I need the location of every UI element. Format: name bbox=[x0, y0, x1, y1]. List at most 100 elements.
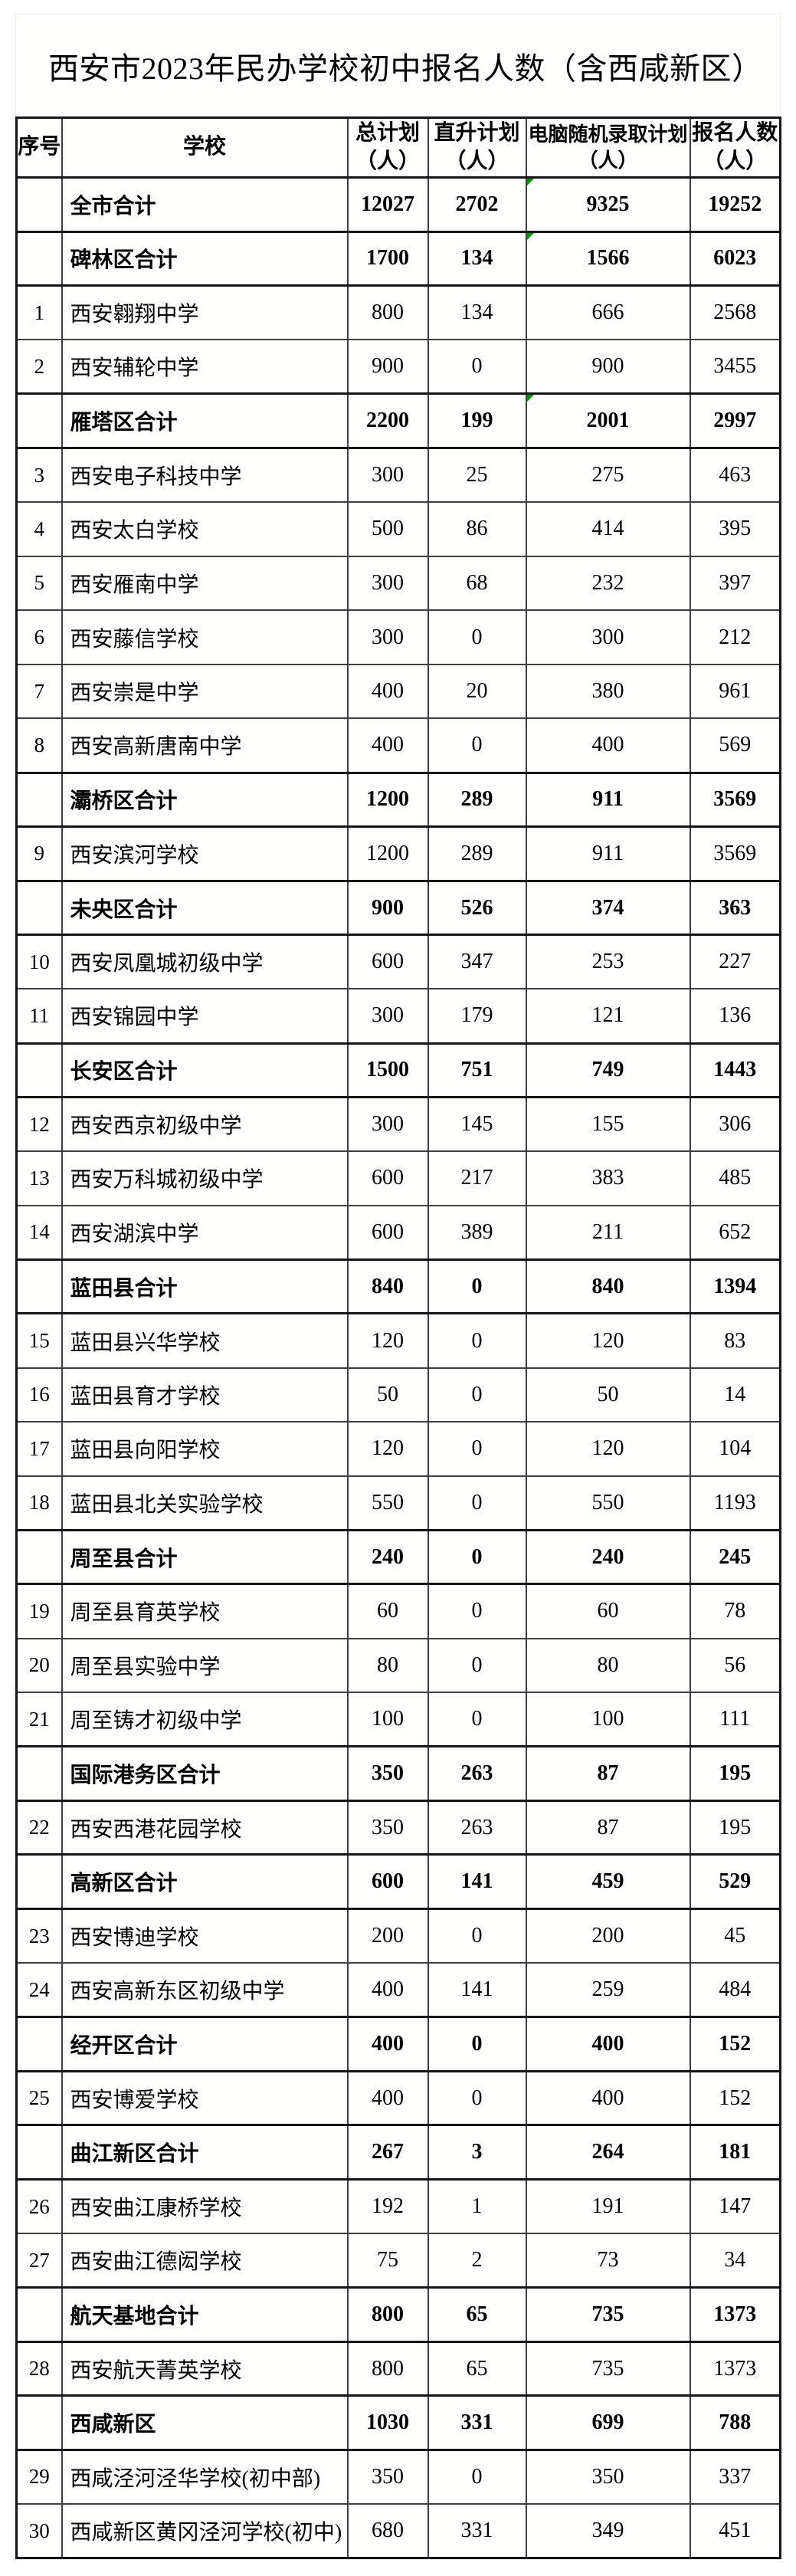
cell-value: 西咸新区 bbox=[70, 2413, 156, 2437]
cell-value: 1700 bbox=[366, 246, 409, 271]
cell-value: 397 bbox=[719, 570, 752, 595]
school-row: 20 周至县实验中学 80 0 80 56 bbox=[15, 1637, 781, 1694]
error-flag-triangle-icon bbox=[527, 234, 534, 240]
cell-value: 1 bbox=[34, 300, 45, 324]
index-cell: 2 bbox=[15, 339, 63, 395]
cell-value: 17 bbox=[28, 1436, 50, 1460]
index-cell bbox=[15, 2016, 63, 2072]
direct-plan-cell: 134 bbox=[427, 230, 527, 287]
school-cell: 西咸泾河泾华学校(初中部) bbox=[61, 2449, 349, 2505]
school-cell: 西安高新唐南中学 bbox=[61, 717, 349, 774]
cell-value: 840 bbox=[591, 1274, 624, 1298]
applicants-cell: 34 bbox=[689, 2233, 781, 2289]
cell-value: 569 bbox=[719, 733, 752, 757]
cell-value: 86 bbox=[466, 517, 488, 541]
school-cell: 未央区合计 bbox=[61, 879, 349, 937]
applicants-cell: 451 bbox=[689, 2503, 781, 2559]
index-cell: 12 bbox=[15, 1096, 63, 1153]
index-cell: 27 bbox=[15, 2233, 63, 2289]
region-total-row: 曲江新区合计 267 3 264 181 bbox=[15, 2124, 781, 2181]
cell-value: 蓝田县北关实验学校 bbox=[70, 1492, 264, 1517]
cell-value: 0 bbox=[471, 2464, 483, 2489]
cell-value: 289 bbox=[460, 841, 493, 865]
total-plan-cell: 840 bbox=[346, 1258, 429, 1315]
cell-value: 3455 bbox=[713, 354, 757, 379]
index-cell: 18 bbox=[15, 1475, 63, 1531]
school-cell: 西安湖滨中学 bbox=[61, 1204, 349, 1261]
computer-plan-cell: 60 bbox=[525, 1583, 691, 1639]
index-cell: 17 bbox=[15, 1421, 63, 1477]
cell-value: 0 bbox=[471, 1328, 483, 1353]
sheet-card: 西安市2023年民办学校初中报名人数（含西咸新区） 序号 学校 总计划 （人） … bbox=[15, 14, 781, 2561]
cell-value: 14 bbox=[724, 1382, 746, 1406]
school-cell: 曲江新区合计 bbox=[61, 2124, 349, 2181]
total-plan-cell: 100 bbox=[346, 1692, 429, 1747]
cell-value: 911 bbox=[592, 787, 624, 812]
direct-plan-cell: 0 bbox=[427, 1312, 527, 1369]
cell-value: 350 bbox=[372, 1761, 404, 1786]
cell-value: 68 bbox=[466, 570, 488, 595]
applicants-cell: 395 bbox=[689, 501, 781, 557]
applicants-cell: 1394 bbox=[689, 1258, 781, 1315]
cell-value: 152 bbox=[719, 2085, 752, 2110]
school-row: 14 西安湖滨中学 600 389 211 652 bbox=[15, 1204, 781, 1261]
index-cell: 20 bbox=[15, 1637, 63, 1694]
applicants-cell: 788 bbox=[689, 2394, 781, 2451]
cell-value: 65 bbox=[466, 2302, 488, 2326]
computer-plan-cell: 1566 bbox=[525, 230, 691, 287]
applicants-cell: 245 bbox=[689, 1528, 781, 1586]
cell-value: 1394 bbox=[713, 1274, 757, 1298]
cell-value: 121 bbox=[591, 1003, 624, 1028]
cell-value: 3569 bbox=[713, 787, 757, 812]
direct-plan-cell: 331 bbox=[427, 2394, 527, 2451]
total-plan-cell: 12027 bbox=[346, 176, 429, 233]
index-cell: 5 bbox=[15, 555, 63, 612]
computer-plan-cell: 350 bbox=[525, 2449, 691, 2505]
direct-plan-cell: 141 bbox=[427, 1962, 527, 2018]
school-cell: 西安西京初级中学 bbox=[61, 1096, 349, 1153]
cell-value: 10 bbox=[28, 950, 50, 973]
total-plan-cell: 500 bbox=[346, 501, 429, 557]
index-cell: 6 bbox=[15, 609, 63, 665]
computer-plan-cell: 120 bbox=[525, 1421, 691, 1477]
index-cell: 23 bbox=[15, 1908, 63, 1964]
region-total-row: 西咸新区 1030 331 699 788 bbox=[15, 2394, 781, 2451]
applicants-cell: 195 bbox=[689, 1800, 781, 1856]
direct-plan-cell: 179 bbox=[427, 988, 527, 1044]
cell-value: 23 bbox=[28, 1924, 50, 1948]
cell-value: 2997 bbox=[713, 409, 757, 433]
cell-value: 26 bbox=[28, 2194, 50, 2218]
school-row: 12 西安西京初级中学 300 145 155 306 bbox=[15, 1096, 781, 1153]
school-row: 5 西安雁南中学 300 68 232 397 bbox=[15, 555, 781, 612]
total-plan-cell: 80 bbox=[346, 1637, 429, 1694]
cell-value: 9 bbox=[34, 842, 45, 865]
cell-value: 400 bbox=[591, 2031, 624, 2056]
school-cell: 高新区合计 bbox=[61, 1853, 349, 1910]
cell-value: 7 bbox=[34, 679, 45, 703]
cell-value: 155 bbox=[591, 1112, 624, 1137]
computer-plan-cell: 240 bbox=[525, 1528, 691, 1586]
index-cell: 7 bbox=[15, 663, 63, 720]
cell-value: 碑林区合计 bbox=[70, 248, 178, 273]
cell-value: 国际港务区合计 bbox=[70, 1764, 221, 1788]
index-cell: 10 bbox=[15, 934, 63, 990]
cell-value: 16 bbox=[28, 1383, 50, 1406]
cell-value: 600 bbox=[372, 1219, 404, 1244]
school-row: 28 西安航天菁英学校 800 65 735 1373 bbox=[15, 2341, 781, 2397]
computer-plan-cell: 100 bbox=[525, 1692, 691, 1747]
cell-value: 30 bbox=[28, 2519, 50, 2542]
school-row: 15 蓝田县兴华学校 120 0 120 83 bbox=[15, 1312, 781, 1369]
applicants-cell: 3569 bbox=[689, 825, 781, 882]
computer-plan-cell: 87 bbox=[525, 1800, 691, 1856]
index-cell: 26 bbox=[15, 2178, 63, 2235]
cell-value: 24 bbox=[28, 1977, 50, 2001]
cell-value: 961 bbox=[719, 679, 752, 704]
index-cell: 9 bbox=[15, 825, 63, 882]
school-row: 6 西安藤信学校 300 0 300 212 bbox=[15, 609, 781, 665]
total-plan-cell: 300 bbox=[346, 447, 429, 504]
cell-value: 414 bbox=[591, 517, 624, 541]
school-cell: 西安博迪学校 bbox=[61, 1908, 349, 1964]
cell-value: 395 bbox=[719, 517, 752, 541]
school-cell: 西安凤凰城初级中学 bbox=[61, 934, 349, 990]
school-cell: 西安辅轮中学 bbox=[61, 339, 349, 395]
